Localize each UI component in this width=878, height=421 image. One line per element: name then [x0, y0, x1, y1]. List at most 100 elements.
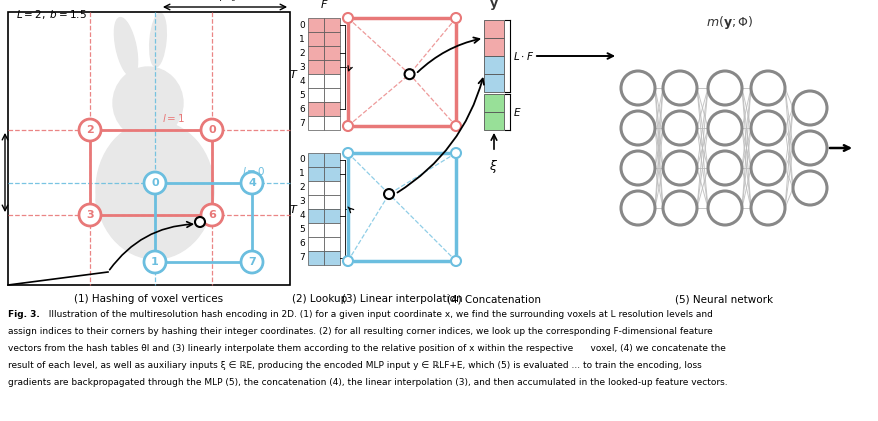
- Ellipse shape: [96, 121, 213, 259]
- Bar: [307, 251, 324, 265]
- Text: Illustration of the multiresolution hash encoding in 2D. (1) for a given input c: Illustration of the multiresolution hash…: [43, 310, 712, 319]
- Bar: [307, 116, 324, 130]
- Circle shape: [707, 111, 741, 145]
- Bar: [484, 20, 503, 38]
- Circle shape: [792, 91, 826, 125]
- Circle shape: [620, 151, 654, 185]
- Text: 4: 4: [299, 211, 305, 221]
- Bar: [307, 153, 324, 167]
- Text: 2: 2: [299, 48, 305, 58]
- Circle shape: [79, 119, 101, 141]
- Circle shape: [201, 119, 223, 141]
- Text: 2: 2: [299, 184, 305, 192]
- Text: (4) Concatenation: (4) Concatenation: [447, 294, 540, 304]
- Circle shape: [707, 191, 741, 225]
- Text: (2) Lookup: (2) Lookup: [292, 294, 347, 304]
- Bar: [484, 94, 503, 112]
- Bar: [307, 181, 324, 195]
- Circle shape: [620, 191, 654, 225]
- Circle shape: [450, 148, 460, 158]
- Text: 4: 4: [299, 77, 305, 85]
- Circle shape: [201, 204, 223, 226]
- Bar: [484, 38, 503, 56]
- Circle shape: [620, 71, 654, 105]
- Text: $T$: $T$: [289, 203, 299, 215]
- Text: $m(\mathbf{y};\Phi)$: $m(\mathbf{y};\Phi)$: [705, 14, 753, 31]
- Bar: [324, 181, 340, 195]
- Circle shape: [707, 151, 741, 185]
- Circle shape: [662, 71, 696, 105]
- Bar: [307, 60, 324, 74]
- Text: gradients are backpropagated through the MLP (5), the concatenation (4), the lin: gradients are backpropagated through the…: [8, 378, 727, 387]
- Circle shape: [241, 172, 263, 194]
- Text: 6: 6: [299, 240, 305, 248]
- Text: 7: 7: [299, 118, 305, 128]
- Text: 0: 0: [299, 155, 305, 165]
- Text: 0: 0: [208, 125, 216, 135]
- Bar: [307, 209, 324, 223]
- Circle shape: [620, 111, 654, 145]
- Circle shape: [342, 13, 353, 23]
- Ellipse shape: [140, 128, 190, 182]
- Bar: [324, 116, 340, 130]
- Bar: [324, 88, 340, 102]
- Bar: [307, 46, 324, 60]
- Circle shape: [450, 121, 460, 131]
- Circle shape: [750, 71, 784, 105]
- Circle shape: [662, 191, 696, 225]
- FancyArrowPatch shape: [397, 79, 484, 192]
- Bar: [324, 32, 340, 46]
- Ellipse shape: [114, 18, 138, 77]
- Circle shape: [342, 256, 353, 266]
- Text: $T$: $T$: [289, 68, 299, 80]
- Text: $F$: $F$: [320, 0, 327, 10]
- Circle shape: [144, 172, 166, 194]
- Text: 0: 0: [151, 178, 159, 188]
- Text: $L \cdot F$: $L \cdot F$: [513, 50, 534, 62]
- Text: $l=1$: $l=1$: [162, 112, 185, 124]
- Bar: [324, 237, 340, 251]
- Bar: [324, 209, 340, 223]
- Circle shape: [662, 151, 696, 185]
- Bar: [484, 56, 503, 74]
- Bar: [307, 88, 324, 102]
- Bar: [307, 18, 324, 32]
- Circle shape: [79, 204, 101, 226]
- Ellipse shape: [96, 178, 144, 223]
- Bar: [8, 12, 290, 285]
- Text: $E$: $E$: [513, 106, 521, 118]
- Bar: [307, 32, 324, 46]
- Bar: [307, 195, 324, 209]
- Text: (3) Linear interpolation: (3) Linear interpolation: [342, 294, 462, 304]
- Text: $L = 2,\ b = 1.5$: $L = 2,\ b = 1.5$: [16, 8, 87, 21]
- Circle shape: [750, 151, 784, 185]
- Text: $1/N_0$: $1/N_0$: [212, 0, 237, 4]
- Text: 7: 7: [299, 253, 305, 263]
- Circle shape: [144, 251, 166, 273]
- Bar: [324, 251, 340, 265]
- Bar: [324, 223, 340, 237]
- Bar: [324, 46, 340, 60]
- Circle shape: [342, 148, 353, 158]
- Text: 1: 1: [151, 257, 159, 267]
- Text: (1) Hashing of voxel vertices: (1) Hashing of voxel vertices: [75, 294, 223, 304]
- Circle shape: [450, 13, 460, 23]
- Ellipse shape: [149, 13, 166, 67]
- Circle shape: [404, 69, 414, 79]
- Text: 6: 6: [208, 210, 216, 220]
- Text: 3: 3: [299, 62, 305, 72]
- Bar: [324, 167, 340, 181]
- FancyArrowPatch shape: [417, 37, 479, 72]
- Circle shape: [662, 111, 696, 145]
- Text: $\xi$: $\xi$: [489, 158, 498, 175]
- Text: assign indices to their corners by hashing their integer coordinates. (2) for al: assign indices to their corners by hashi…: [8, 327, 712, 336]
- Bar: [307, 237, 324, 251]
- Text: 7: 7: [248, 257, 255, 267]
- Bar: [324, 195, 340, 209]
- Circle shape: [750, 191, 784, 225]
- Text: $\mathbf{y}$: $\mathbf{y}$: [488, 0, 499, 12]
- Bar: [324, 153, 340, 167]
- Text: 5: 5: [299, 226, 305, 234]
- Text: 3: 3: [86, 210, 94, 220]
- Circle shape: [241, 251, 263, 273]
